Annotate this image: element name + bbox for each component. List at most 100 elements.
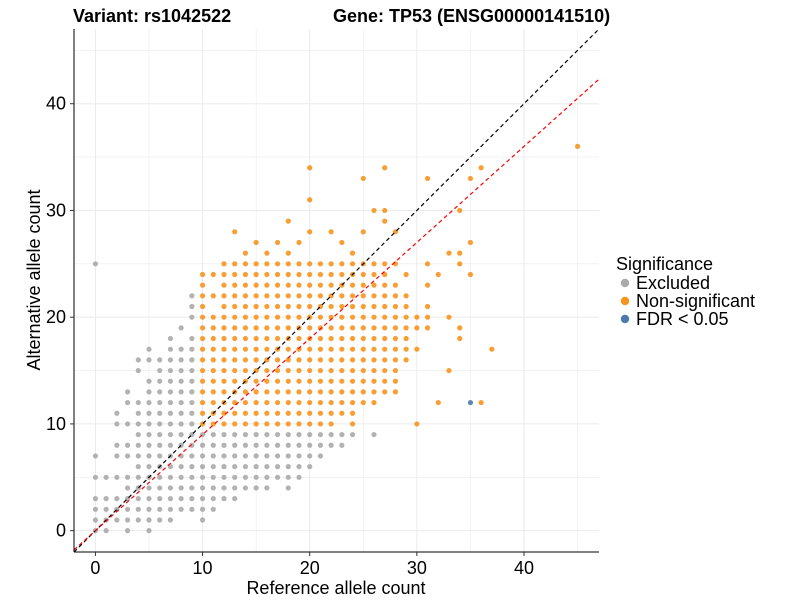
data-point: [167, 474, 174, 480]
data-point: [392, 378, 399, 384]
data-point: [274, 421, 281, 427]
data-point: [157, 506, 163, 512]
data-point: [360, 314, 366, 320]
data-point: [317, 293, 324, 299]
data-point: [264, 293, 270, 299]
data-point: [296, 421, 302, 427]
data-point: [382, 282, 388, 288]
data-point: [424, 325, 431, 331]
data-point: [307, 421, 313, 427]
data-point: [167, 378, 174, 384]
data-point: [274, 474, 281, 480]
data-point: [232, 378, 238, 384]
data-point: [157, 389, 163, 395]
data-point: [392, 367, 399, 374]
data-point: [189, 293, 195, 299]
legend-title: Significance: [616, 254, 713, 274]
data-point: [446, 250, 452, 256]
data-point: [253, 431, 259, 438]
data-point: [167, 517, 174, 523]
data-point: [328, 410, 334, 416]
data-point: [307, 271, 313, 278]
data-point: [296, 239, 302, 246]
data-point: [135, 453, 141, 459]
data-point: [199, 293, 206, 299]
data-point: [199, 282, 206, 288]
data-point: [189, 506, 195, 512]
data-point: [221, 410, 227, 416]
data-point: [232, 261, 238, 267]
data-point: [253, 410, 259, 416]
data-point: [274, 325, 281, 331]
data-point: [253, 421, 259, 427]
data-point: [146, 485, 152, 491]
data-point: [114, 421, 120, 427]
data-point: [328, 442, 334, 448]
data-point: [157, 367, 163, 374]
data-point: [232, 453, 238, 459]
data-point: [210, 431, 216, 438]
data-point: [285, 293, 291, 299]
data-point: [371, 325, 377, 331]
data-point: [349, 378, 356, 384]
data-point: [253, 357, 259, 363]
data-point: [146, 453, 152, 459]
data-point: [253, 453, 259, 459]
data-point: [382, 165, 388, 171]
data-point: [274, 378, 281, 384]
data-point: [371, 431, 377, 438]
data-point: [221, 496, 227, 502]
data-point: [349, 367, 356, 374]
data-point: [232, 271, 238, 278]
data-point: [124, 528, 131, 534]
data-point: [114, 442, 120, 448]
data-point: [253, 335, 259, 342]
data-point: [199, 410, 206, 416]
data-point: [285, 474, 291, 480]
data-point: [392, 282, 399, 288]
data-point: [253, 399, 259, 406]
data-point: [403, 325, 409, 331]
data-point: [210, 293, 216, 299]
data-point: [414, 314, 420, 320]
data-point: [189, 410, 195, 416]
data-point: [199, 389, 206, 395]
data-point: [392, 293, 399, 299]
data-point: [296, 367, 302, 374]
data-point: [392, 335, 399, 342]
data-point: [382, 218, 388, 224]
data-point: [285, 485, 291, 491]
data-point: [135, 442, 141, 448]
data-point: [264, 271, 270, 278]
data-point: [285, 271, 291, 278]
data-point: [199, 303, 206, 310]
data-point: [124, 485, 131, 491]
data-point: [221, 367, 227, 374]
data-point: [274, 271, 281, 278]
tick-labels: 0 10 20 30 40 0 10 20 30 40: [46, 94, 534, 578]
data-point: [371, 282, 377, 288]
x-tick-label: 40: [514, 558, 534, 578]
data-point: [328, 271, 334, 278]
data-point: [157, 474, 163, 480]
data-point: [189, 357, 195, 363]
data-point: [210, 367, 216, 374]
data-point: [221, 271, 227, 278]
data-point: [296, 378, 302, 384]
data-point: [307, 229, 313, 235]
data-point: [328, 367, 334, 374]
data-point: [221, 282, 227, 288]
legend-label: FDR < 0.05: [636, 309, 729, 329]
data-point: [221, 303, 227, 310]
data-point: [167, 399, 174, 406]
data-point: [307, 410, 313, 416]
data-point: [232, 335, 238, 342]
legend-key: [620, 278, 630, 288]
data-point: [317, 389, 324, 395]
data-point: [146, 421, 152, 427]
data-point: [221, 464, 227, 470]
data-point: [317, 325, 324, 331]
data-point: [285, 303, 291, 310]
data-point: [317, 453, 324, 459]
